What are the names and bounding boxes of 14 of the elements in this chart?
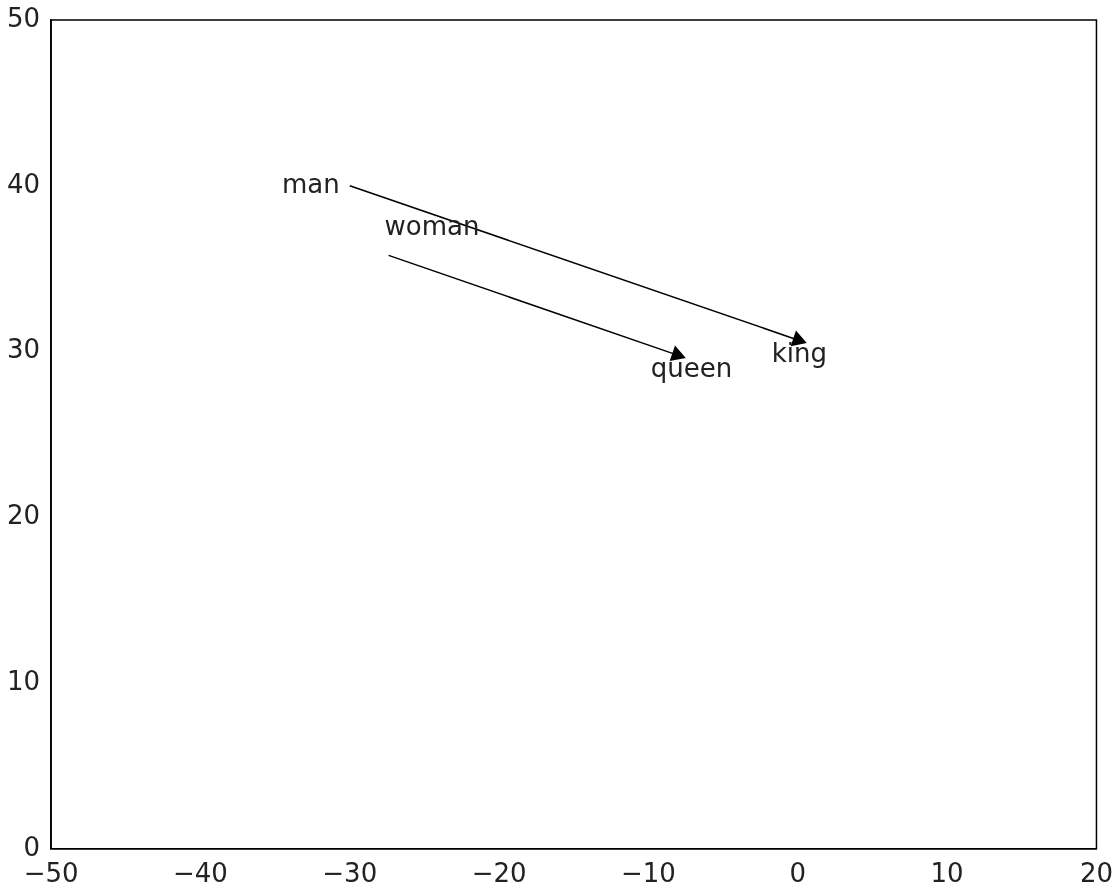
y-tick-label: 10: [6, 665, 41, 696]
x-tick-label: −30: [322, 858, 378, 889]
y-tick-label: 40: [6, 168, 41, 199]
annotation: man: [282, 168, 340, 199]
x-tick-label: −40: [172, 858, 228, 889]
annotation: woman: [384, 211, 480, 242]
x-tick-label: −10: [621, 858, 676, 889]
y-tick-label: 30: [6, 334, 41, 365]
x-tick-label: 20: [1079, 858, 1113, 889]
x-tick-label: 0: [789, 858, 807, 889]
y-tick-label: 20: [6, 500, 41, 531]
x-tick-label: 10: [930, 858, 964, 889]
y-tick-label: 50: [6, 2, 41, 33]
x-tick-label: −20: [471, 858, 527, 889]
